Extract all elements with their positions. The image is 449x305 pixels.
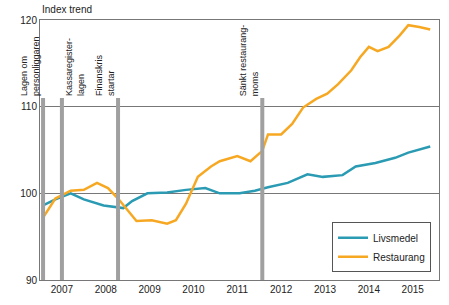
svg-text:Livsmedel: Livsmedel [373,233,418,244]
svg-text:120: 120 [20,15,37,26]
svg-text:Kassaregister-lagen: Kassaregister-lagen [64,38,86,96]
svg-text:2012: 2012 [270,284,293,295]
svg-text:Index trend: Index trend [42,4,92,15]
svg-text:100: 100 [20,188,37,199]
svg-text:2007: 2007 [51,284,74,295]
svg-text:2008: 2008 [95,284,118,295]
svg-text:2010: 2010 [182,284,205,295]
svg-text:Finanskrisstartar: Finanskrisstartar [94,55,116,97]
svg-text:110: 110 [21,101,37,112]
svg-text:2015: 2015 [402,284,425,295]
svg-text:2013: 2013 [314,284,337,295]
svg-text:2014: 2014 [358,284,381,295]
svg-text:Restaurang: Restaurang [373,252,425,263]
svg-text:90: 90 [26,275,38,286]
svg-text:2009: 2009 [138,284,161,295]
svg-text:Sänkt restaurang-moms: Sänkt restaurang-moms [238,25,260,97]
svg-text:Lagen ompersonliggaren: Lagen ompersonliggaren [19,37,41,97]
svg-text:2011: 2011 [227,284,249,295]
